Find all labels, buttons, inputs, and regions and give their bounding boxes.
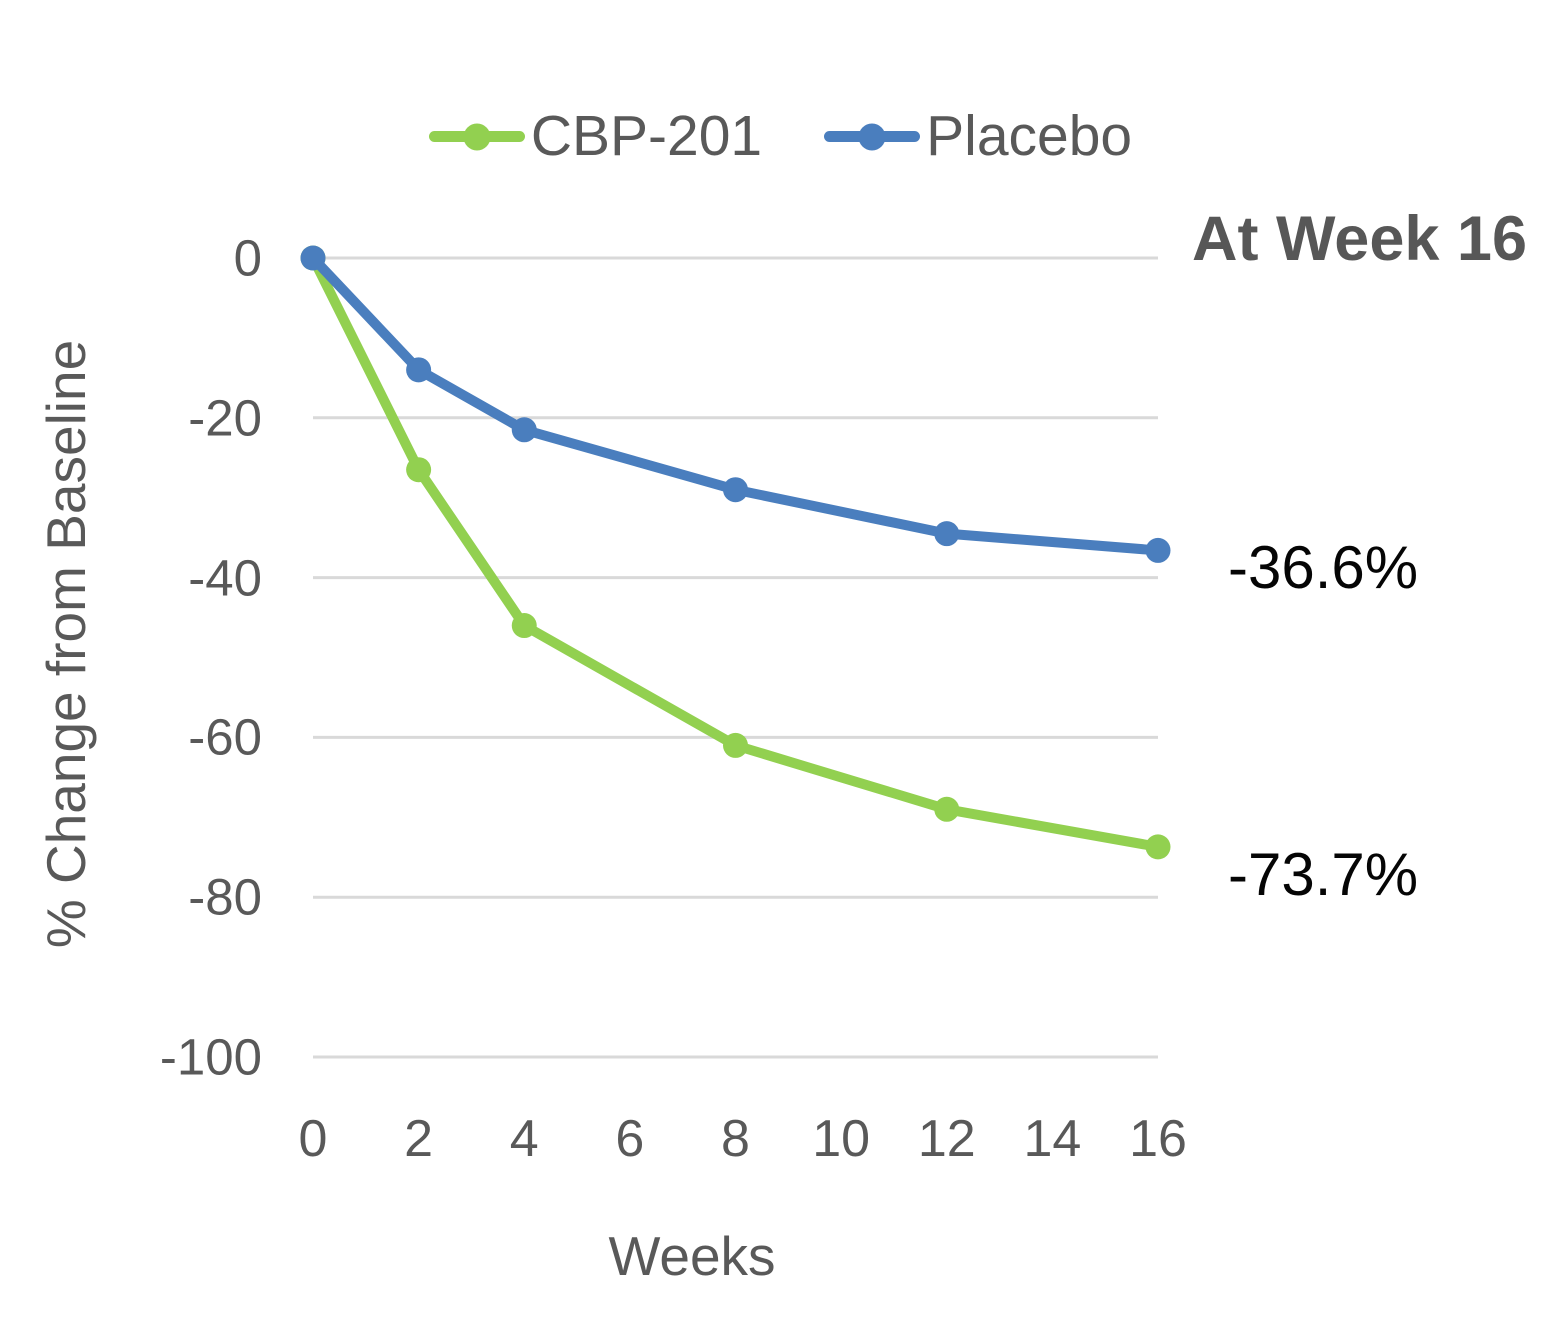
- data-point-placebo: [1145, 537, 1171, 563]
- placebo-endpoint-value: -36.6%: [1228, 534, 1419, 601]
- data-point-cbp-201: [723, 732, 748, 758]
- legend-label-placebo: Placebo: [926, 104, 1133, 168]
- data-point-placebo: [723, 477, 748, 503]
- y-tick-label: -80: [188, 868, 262, 926]
- x-tick-label: 16: [1129, 1110, 1187, 1168]
- legend-item-cbp201: CBP-201: [428, 104, 763, 168]
- data-point-cbp-201: [511, 613, 537, 639]
- x-tick-label: 0: [298, 1110, 328, 1168]
- data-point-placebo: [934, 521, 960, 547]
- legend-dot-icon: [463, 123, 491, 150]
- at-week-16-heading: At Week 16: [1192, 204, 1527, 274]
- y-axis-tick-labels: 0 -20 -40 -60 -80 -100: [0, 0, 262, 1323]
- legend-line-marker-icon: [824, 123, 921, 150]
- legend-dot-icon: [858, 123, 886, 150]
- y-tick-label: -20: [188, 389, 262, 447]
- data-point-cbp-201: [1145, 834, 1171, 860]
- series-line-cbp-201: [308, 253, 1163, 852]
- y-axis-title: % Change from Baseline: [35, 339, 97, 949]
- legend-label-cbp201: CBP-201: [530, 104, 763, 168]
- legend-line-marker-icon: [428, 123, 525, 150]
- x-tick-label: 14: [1023, 1110, 1082, 1168]
- data-point-cbp-201: [934, 796, 960, 822]
- y-tick-label: -60: [188, 708, 262, 766]
- x-tick-label: 8: [721, 1110, 750, 1168]
- y-tick-label: 0: [233, 229, 262, 287]
- legend: CBP-201 Placebo: [0, 108, 1561, 165]
- series-line-placebo: [308, 253, 1163, 556]
- data-point-placebo: [511, 417, 537, 443]
- x-tick-label: 4: [509, 1110, 539, 1168]
- legend-item-placebo: Placebo: [824, 108, 1132, 165]
- data-point-placebo: [300, 245, 326, 271]
- x-tick-label: 10: [812, 1110, 871, 1168]
- y-tick-label: -100: [159, 1028, 262, 1086]
- data-point-cbp-201: [406, 457, 432, 483]
- data-point-placebo: [406, 357, 432, 383]
- x-tick-label: 6: [615, 1110, 645, 1168]
- x-tick-label: 2: [404, 1110, 434, 1168]
- y-tick-label: -40: [188, 549, 262, 607]
- x-axis-title: Weeks: [608, 1225, 776, 1287]
- x-tick-label: 12: [917, 1110, 976, 1168]
- cbp201-endpoint-value: -73.7%: [1228, 841, 1419, 908]
